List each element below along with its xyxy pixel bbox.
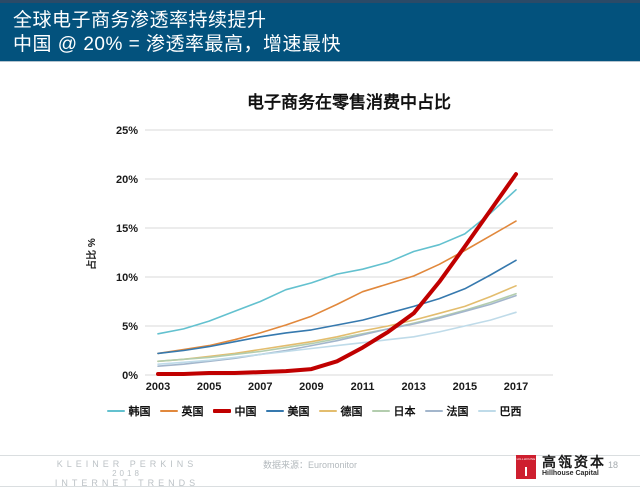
y-tick-label: 15% [116,223,138,235]
footer-divider [0,455,640,456]
hillhouse-wordmark: 高瓴资本 Hillhouse Capital [542,455,606,478]
kleiner-perkins-report: INTERNET TRENDS [54,478,200,488]
header-title-line2: 中国 @ 20% = 渗透率最高，增速最快 [13,34,342,55]
hillhouse-logo-mark-icon: HILLHOUSE [516,455,536,479]
legend-label-japan: 日本 [393,406,416,418]
header-title-line1: 全球电子商务渗透率持续提升 [13,10,267,31]
legend-swatch-brazil [477,410,496,412]
legend-swatch-japan [371,410,390,412]
data-source-note: 数据来源：Euromonitor [262,460,358,470]
y-tick-label: 25% [116,125,138,137]
series-line-france [157,294,517,368]
legend-item-germany: 德国 [318,403,363,419]
y-tick-label: 20% [116,174,138,186]
hillhouse-logo-bar [525,467,527,476]
legend-label-uk: 英国 [181,406,204,418]
legend-label-brazil: 巴西 [499,406,522,418]
legend-label-germany: 德国 [340,406,363,418]
y-axis-label: 占比 % [85,238,98,270]
x-tick-label: 2017 [504,381,528,393]
series-line-korea [157,189,517,335]
legend-swatch-china [212,409,231,413]
legend-label-usa: 美国 [287,406,310,418]
legend-item-china: 中国 [212,403,257,419]
x-tick-label: 2009 [299,381,323,393]
series-line-brazil [157,311,517,366]
legend-item-usa: 美国 [265,403,310,419]
y-tick-label: 10% [116,272,138,284]
legend-item-japan: 日本 [371,403,416,419]
chart-title: 电子商务在零售消费中占比 [247,93,451,112]
kleiner-perkins-logo: KLEINER PERKINS 2018 INTERNET TRENDS [12,459,242,488]
legend-label-china: 中国 [234,406,257,418]
x-tick-label: 2003 [146,381,170,393]
legend-label-korea: 韩国 [128,406,151,418]
legend-item-uk: 英国 [159,403,204,419]
chart-legend: 韩国 英国 中国 美国 德国 日本 法国 巴西 [0,403,628,419]
series-line-uk [157,220,517,355]
legend-label-france: 法国 [446,406,469,418]
x-tick-label: 2005 [197,381,221,393]
kleiner-perkins-name: KLEINER PERKINS [56,459,198,469]
hillhouse-name-en: Hillhouse Capital [542,470,599,477]
hillhouse-logo-mark-text: HILLHOUSE [516,457,536,461]
bottom-border [0,486,640,487]
legend-swatch-usa [265,410,284,412]
kleiner-perkins-year: 2018 [112,469,142,478]
y-tick-label: 5% [122,321,138,333]
legend-swatch-germany [318,410,337,412]
y-tick-label: 0% [122,370,138,382]
series-line-china [156,172,518,376]
x-tick-label: 2013 [401,381,425,393]
x-tick-label: 2011 [351,381,375,393]
series-line-germany [157,285,517,363]
hillhouse-logo: HILLHOUSE 高瓴资本 Hillhouse Capital [516,455,606,479]
ecommerce-line-chart: 0% 5% 10% 15% 20% 25% 占比 % 2003 2005 2007 2009 2011… [85,125,553,393]
legend-item-korea: 韩国 [106,403,151,419]
hillhouse-name-cn: 高瓴资本 [542,454,606,470]
top-accent-strip [0,0,640,3]
legend-swatch-france [424,410,443,412]
x-tick-label: 2015 [453,381,477,393]
x-tick-label: 2007 [248,381,272,393]
legend-item-brazil: 巴西 [477,403,522,419]
page-number: 18 [608,460,619,470]
series-line-usa [157,259,517,355]
legend-item-france: 法国 [424,403,469,419]
slide-header: 全球电子商务渗透率持续提升 中国 @ 20% = 渗透率最高，增速最快 [0,3,640,62]
legend-swatch-korea [106,410,125,412]
series-line-japan [157,292,517,363]
legend-swatch-uk [159,410,178,412]
